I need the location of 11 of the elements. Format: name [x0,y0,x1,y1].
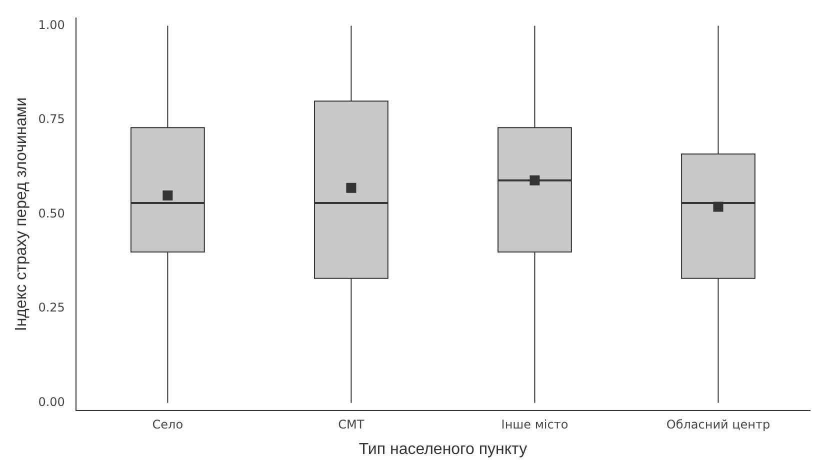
x-tick-label: СМТ [338,418,365,432]
y-tick-label: 0.25 [38,300,65,315]
x-tick-label: Обласний центр [666,418,770,432]
y-tick-label: 1.00 [38,18,65,32]
y-axis-title: Індекс страху перед злочинами [13,97,30,332]
y-tick-label: 0.00 [38,394,65,409]
x-tick-label: Село [152,418,184,432]
y-tick-label: 0.50 [38,206,65,220]
y-tick-label: 0.75 [38,112,65,126]
x-axis-title: Тип населеного пункту [358,440,528,458]
x-tick-label: Інше місто [501,418,568,432]
